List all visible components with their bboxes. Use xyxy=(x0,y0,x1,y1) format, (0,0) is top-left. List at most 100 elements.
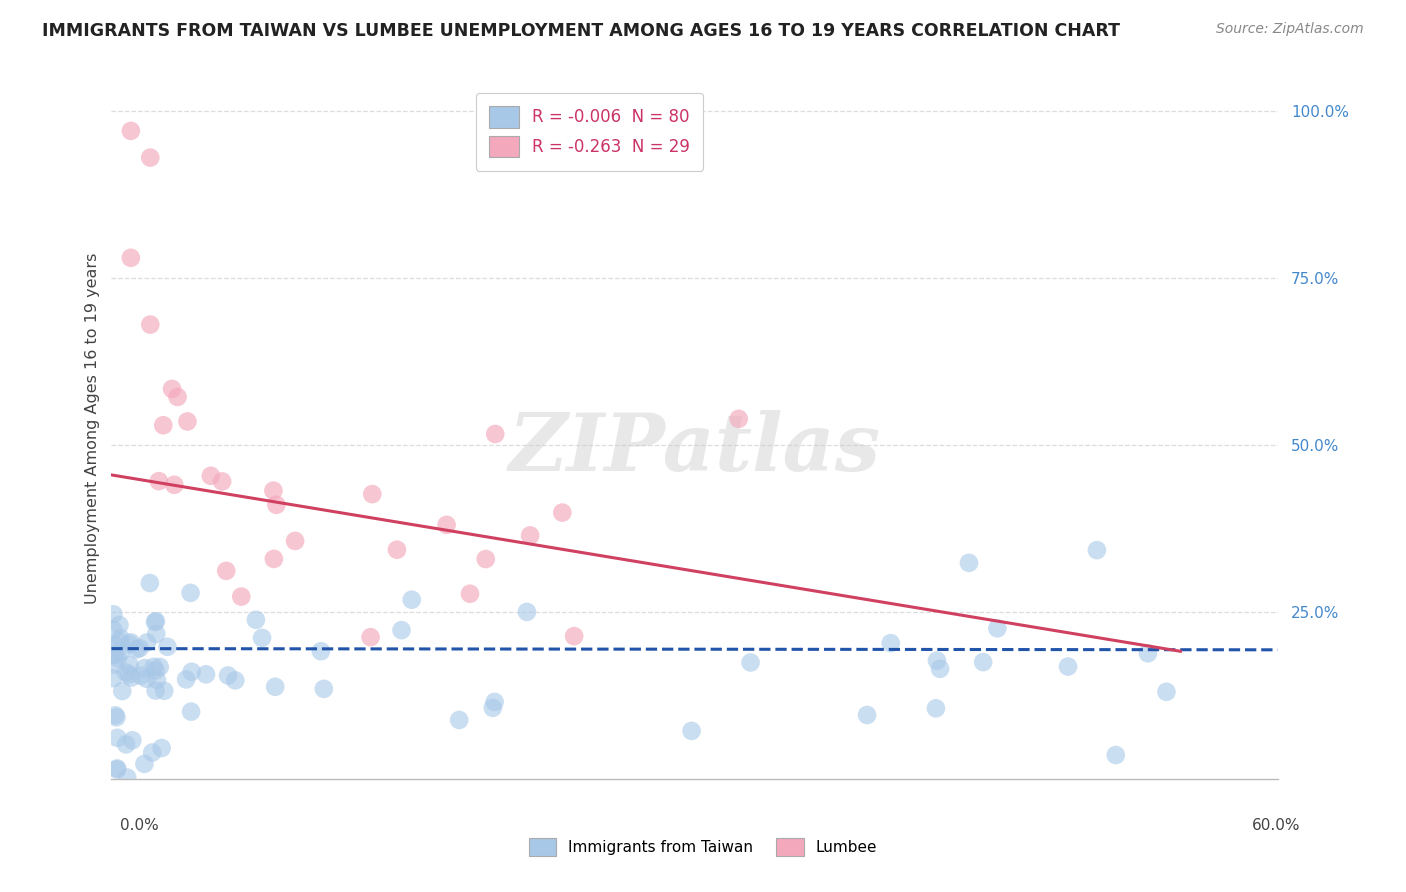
Point xyxy=(401,592,423,607)
Point xyxy=(141,746,163,760)
Point xyxy=(152,418,174,433)
Point xyxy=(110,645,132,659)
Point xyxy=(481,701,503,715)
Point xyxy=(1156,685,1178,699)
Legend: R = -0.006  N = 80, R = -0.263  N = 29: R = -0.006 N = 80, R = -0.263 N = 29 xyxy=(475,93,703,170)
Point xyxy=(128,641,150,656)
Point xyxy=(105,710,128,724)
Point xyxy=(105,761,128,775)
Point xyxy=(361,487,384,501)
Point xyxy=(309,644,332,658)
Point xyxy=(160,382,183,396)
Point xyxy=(145,614,167,628)
Point xyxy=(136,635,159,649)
Point xyxy=(108,634,131,648)
Point xyxy=(266,498,288,512)
Point xyxy=(231,590,253,604)
Point xyxy=(1136,646,1159,660)
Point xyxy=(139,151,162,165)
Point xyxy=(1085,543,1108,558)
Point xyxy=(150,741,173,756)
Point xyxy=(262,483,284,498)
Text: ZIPatlas: ZIPatlas xyxy=(509,410,880,488)
Point xyxy=(176,414,198,428)
Point xyxy=(163,478,186,492)
Point xyxy=(195,667,218,681)
Point xyxy=(107,651,129,665)
Point xyxy=(1105,747,1128,762)
Point xyxy=(385,542,408,557)
Point xyxy=(263,552,285,566)
Point xyxy=(120,671,142,685)
Point xyxy=(153,683,176,698)
Point xyxy=(312,681,335,696)
Point xyxy=(118,658,141,673)
Point xyxy=(139,318,162,332)
Point xyxy=(740,656,762,670)
Point xyxy=(115,665,138,680)
Point xyxy=(118,637,141,651)
Point xyxy=(145,683,167,698)
Point xyxy=(125,642,148,657)
Point xyxy=(156,640,179,654)
Text: IMMIGRANTS FROM TAIWAN VS LUMBEE UNEMPLOYMENT AMONG AGES 16 TO 19 YEARS CORRELAT: IMMIGRANTS FROM TAIWAN VS LUMBEE UNEMPLO… xyxy=(42,22,1121,40)
Point xyxy=(484,695,506,709)
Point xyxy=(856,708,879,723)
Point xyxy=(474,552,496,566)
Point xyxy=(134,661,156,675)
Point xyxy=(681,723,703,738)
Point xyxy=(110,631,132,645)
Point xyxy=(449,713,471,727)
Point xyxy=(516,605,538,619)
Point xyxy=(135,672,157,686)
Point xyxy=(224,673,246,688)
Point xyxy=(180,586,202,600)
Point xyxy=(105,763,128,777)
Point xyxy=(562,629,585,643)
Y-axis label: Unemployment Among Ages 16 to 19 years: Unemployment Among Ages 16 to 19 years xyxy=(86,252,100,604)
Legend: Immigrants from Taiwan, Lumbee: Immigrants from Taiwan, Lumbee xyxy=(523,832,883,862)
Point xyxy=(115,771,138,785)
Point xyxy=(519,528,541,542)
Point xyxy=(215,564,238,578)
Point xyxy=(146,673,169,687)
Point xyxy=(264,680,287,694)
Point xyxy=(149,660,172,674)
Point xyxy=(1057,659,1080,673)
Point xyxy=(284,533,307,548)
Point xyxy=(929,662,952,676)
Point xyxy=(211,475,233,489)
Point xyxy=(972,655,994,669)
Point xyxy=(142,660,165,674)
Point xyxy=(360,630,382,644)
Point xyxy=(105,731,128,745)
Point xyxy=(120,635,142,649)
Point xyxy=(104,639,127,653)
Point xyxy=(200,468,222,483)
Point xyxy=(925,654,948,668)
Text: 60.0%: 60.0% xyxy=(1253,818,1301,832)
Point xyxy=(250,631,273,645)
Point xyxy=(174,673,197,687)
Point xyxy=(108,618,131,632)
Point xyxy=(180,705,202,719)
Point xyxy=(120,124,142,138)
Point xyxy=(145,627,167,641)
Text: 0.0%: 0.0% xyxy=(120,818,159,832)
Point xyxy=(957,556,980,570)
Point xyxy=(121,733,143,747)
Point xyxy=(925,701,948,715)
Point xyxy=(103,671,125,685)
Point xyxy=(217,668,239,682)
Point xyxy=(727,412,749,426)
Point xyxy=(134,756,156,771)
Point xyxy=(103,648,125,662)
Point xyxy=(436,517,458,532)
Point xyxy=(986,621,1008,635)
Point xyxy=(129,668,152,682)
Point xyxy=(391,623,413,637)
Point xyxy=(166,390,188,404)
Point xyxy=(103,607,125,622)
Point xyxy=(880,636,903,650)
Point xyxy=(104,657,127,672)
